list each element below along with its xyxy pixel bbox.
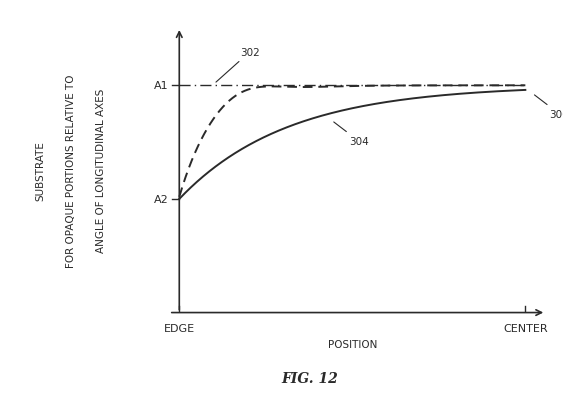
Text: EDGE: EDGE	[164, 323, 195, 333]
Text: A2: A2	[154, 194, 169, 205]
Text: ANGLE OF LONGITUDINAL AXES: ANGLE OF LONGITUDINAL AXES	[96, 89, 106, 252]
Text: FOR OPAQUE PORTIONS RELATIVE TO: FOR OPAQUE PORTIONS RELATIVE TO	[66, 74, 76, 267]
Text: A1: A1	[154, 81, 169, 91]
Text: 306: 306	[534, 96, 563, 120]
Text: 304: 304	[334, 123, 369, 147]
Text: CENTER: CENTER	[503, 323, 548, 333]
Text: POSITION: POSITION	[328, 339, 377, 349]
Text: 302: 302	[216, 48, 260, 83]
Text: FIG. 12: FIG. 12	[282, 371, 338, 385]
Text: SUBSTRATE: SUBSTRATE	[35, 141, 46, 200]
